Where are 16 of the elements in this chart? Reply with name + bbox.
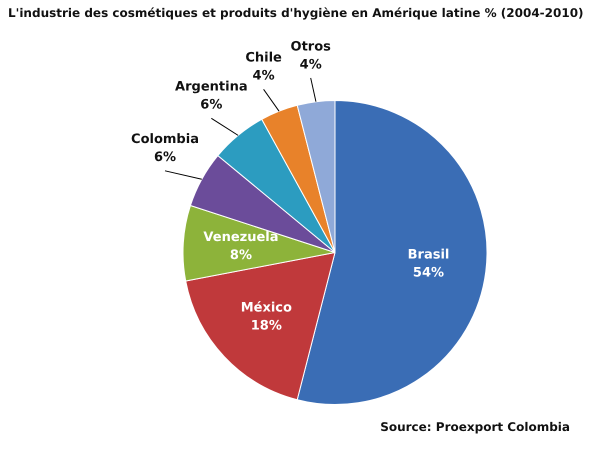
data-label: 18% — [250, 318, 282, 334]
data-label: 8% — [230, 248, 252, 263]
slice-label: Brasil — [408, 248, 450, 263]
data-label: 6% — [200, 98, 222, 113]
slice-label: Otros — [290, 39, 332, 54]
data-label: 6% — [154, 150, 176, 166]
slice-label: México — [240, 300, 292, 316]
data-label: 4% — [252, 68, 275, 84]
slice-label: Colombia — [131, 132, 199, 148]
source-note: Source: Proexport Colombia — [380, 420, 570, 434]
chart-title: L'industrie des cosmétiques et produits d'hygiène en Amérique latine % (2004-2010) — [8, 6, 584, 20]
slice-label: Venezuela — [203, 230, 278, 245]
data-label: 4% — [300, 57, 322, 72]
slice-label: Argentina — [175, 80, 248, 95]
slice-label: Chile — [245, 50, 282, 66]
data-label: 54% — [412, 266, 444, 281]
